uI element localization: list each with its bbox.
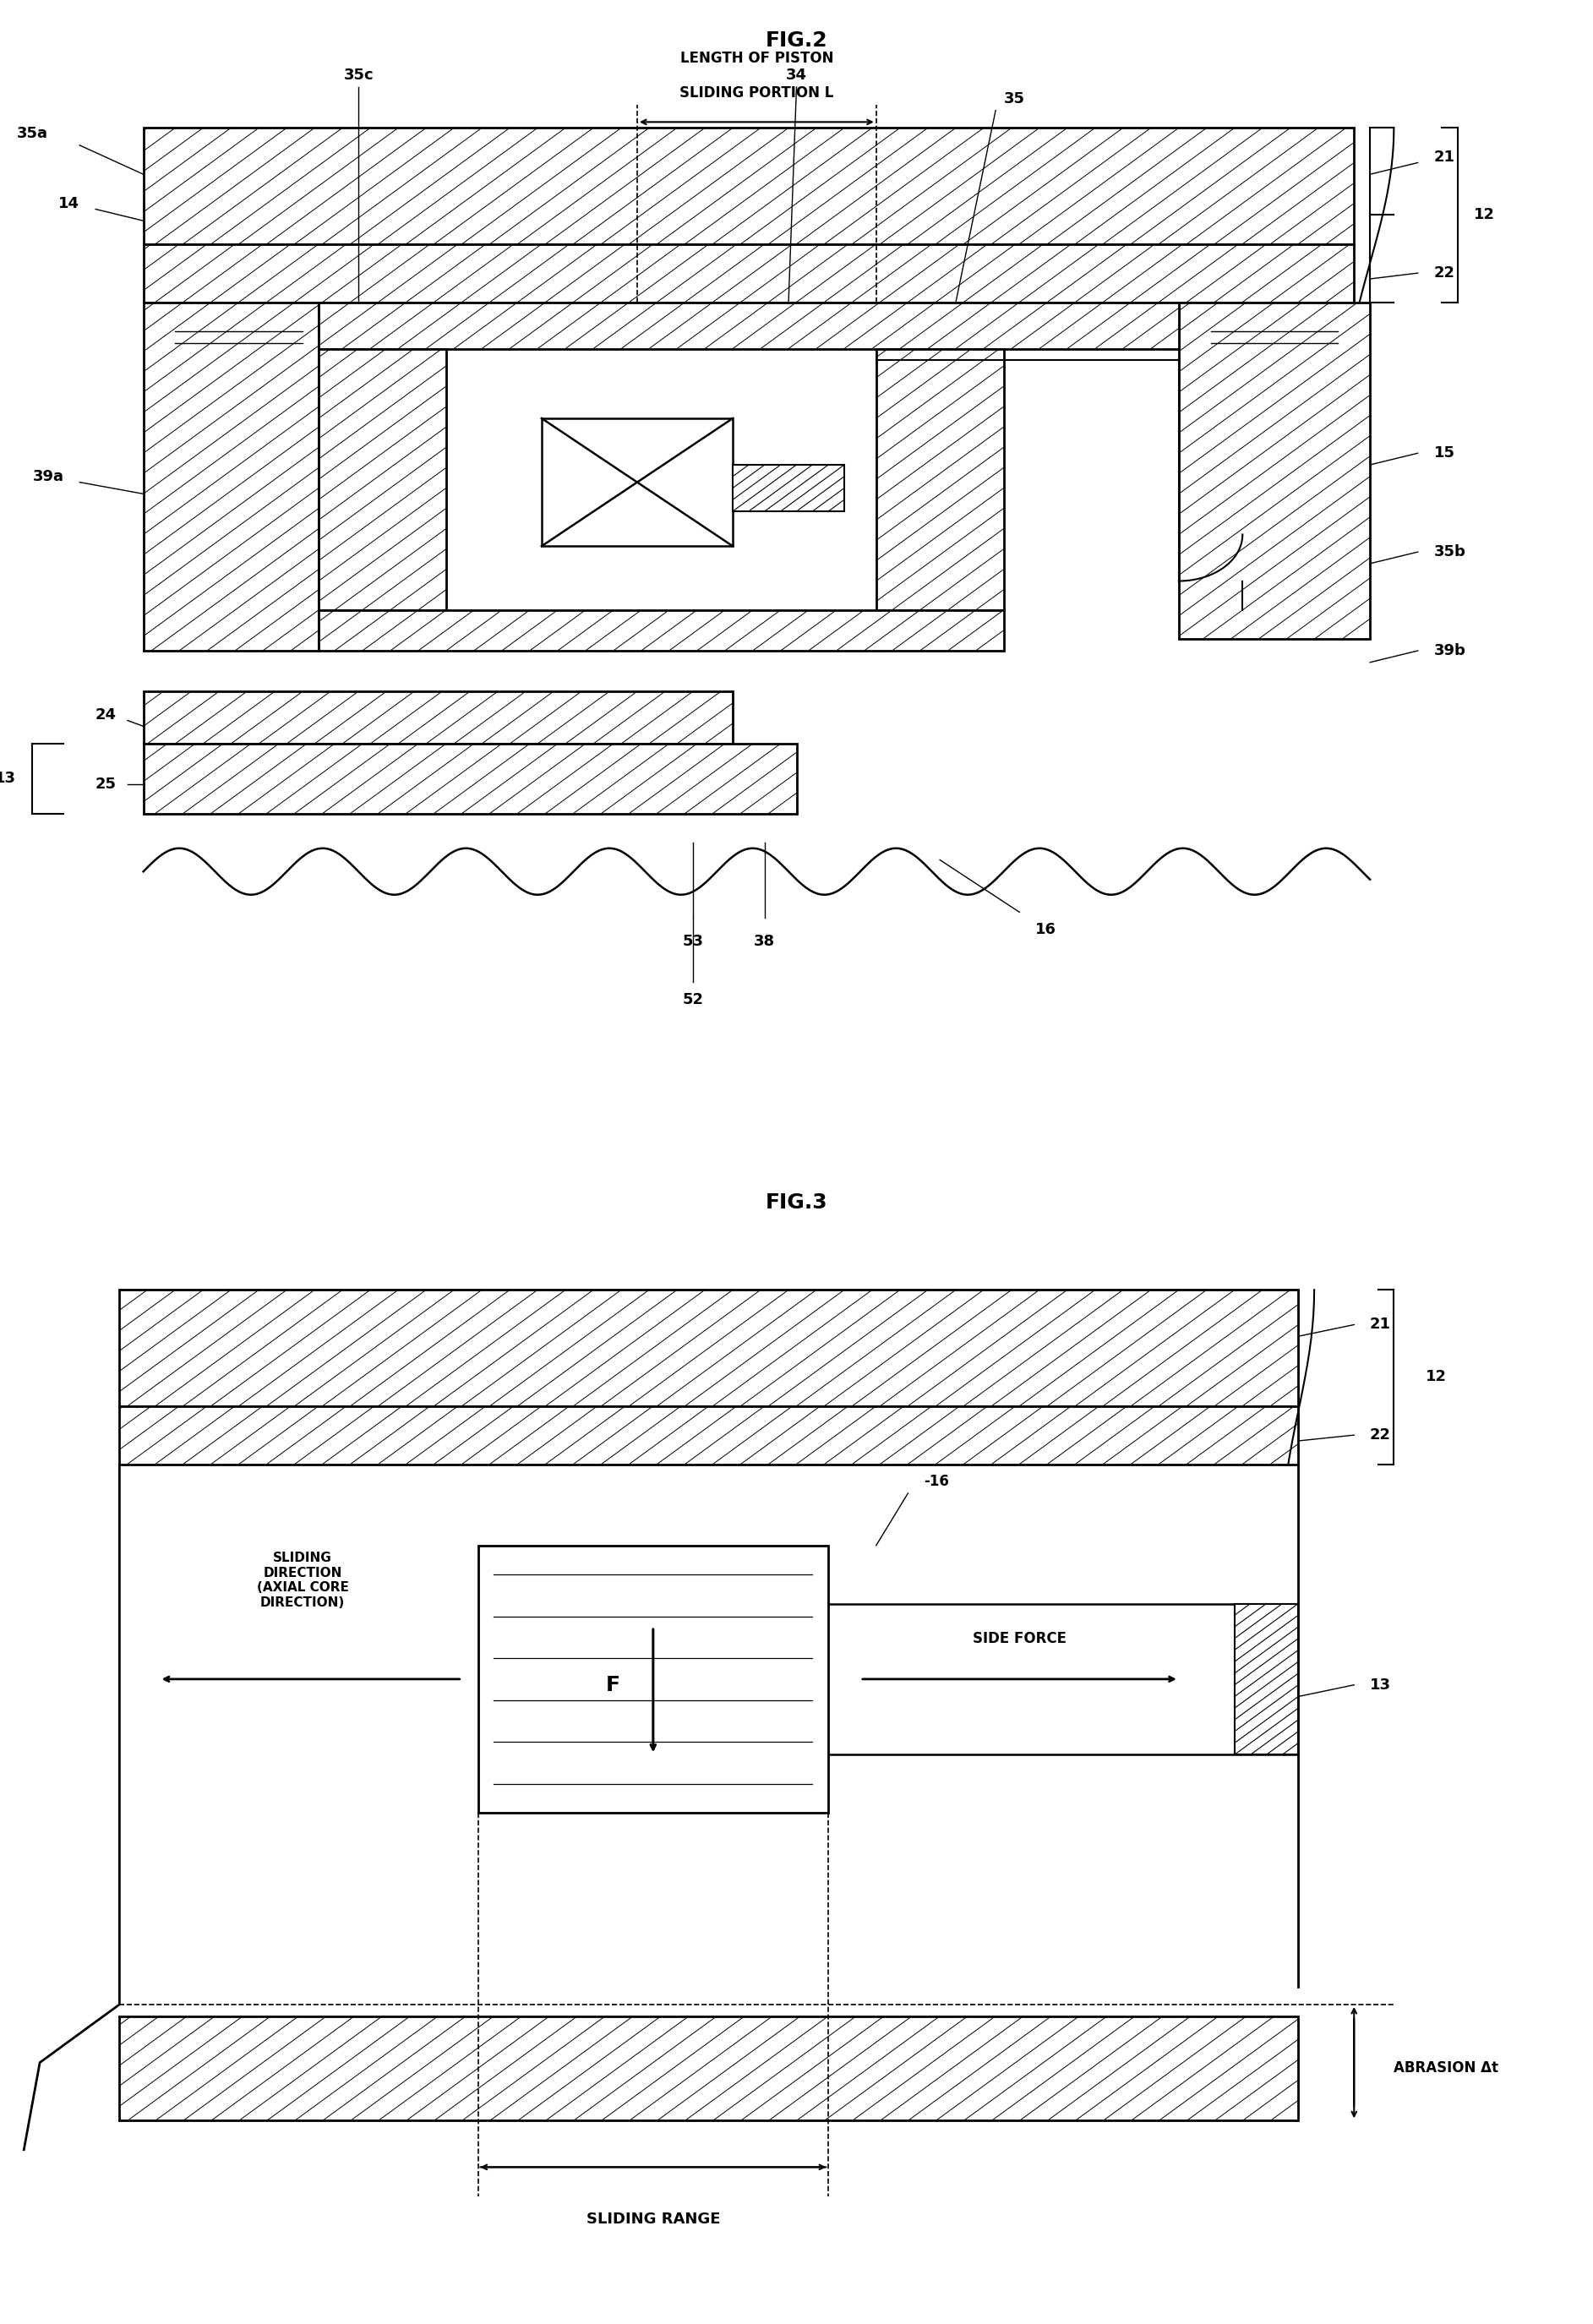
Bar [319, 611, 1004, 651]
Text: 22: 22 [1370, 1427, 1391, 1443]
Bar [143, 128, 1354, 244]
Bar [319, 302, 1179, 349]
Text: 39a: 39a [32, 469, 64, 483]
Text: 39b: 39b [1434, 644, 1466, 658]
Text: 21: 21 [1370, 1318, 1391, 1332]
Text: 38: 38 [753, 934, 776, 948]
Text: 25: 25 [96, 776, 116, 792]
Bar [542, 418, 733, 546]
Text: FIG.3: FIG.3 [765, 1192, 828, 1213]
Text: 21: 21 [1434, 149, 1454, 165]
Bar [143, 744, 796, 813]
Bar [119, 2017, 1298, 2119]
Text: 15: 15 [1434, 446, 1454, 460]
Text: SLIDING PORTION L: SLIDING PORTION L [680, 86, 833, 100]
Bar [119, 1290, 1298, 1406]
Bar [876, 349, 1004, 611]
Text: SLIDING RANGE: SLIDING RANGE [586, 2212, 720, 2226]
Text: -16: -16 [924, 1473, 949, 1490]
Bar [119, 1406, 1298, 1464]
Text: 12: 12 [1426, 1369, 1446, 1385]
Text: 13: 13 [0, 772, 16, 786]
Text: LENGTH OF PISTON: LENGTH OF PISTON [680, 51, 833, 65]
Bar [319, 349, 446, 611]
Text: 35a: 35a [16, 125, 48, 142]
Text: 13: 13 [1370, 1678, 1391, 1692]
Text: SLIDING
DIRECTION
(AXIAL CORE
DIRECTION): SLIDING DIRECTION (AXIAL CORE DIRECTION) [256, 1552, 349, 1608]
Bar [1179, 302, 1370, 639]
Bar [143, 693, 733, 744]
Text: ABRASION Δt: ABRASION Δt [1394, 2061, 1499, 2075]
Text: 24: 24 [96, 706, 116, 723]
Text: 14: 14 [59, 195, 80, 211]
Bar [1235, 1604, 1298, 1755]
Text: 53: 53 [682, 934, 704, 948]
Bar [478, 1545, 828, 1813]
Bar [143, 244, 1354, 302]
Bar [143, 302, 319, 651]
Bar [733, 465, 844, 511]
Text: 22: 22 [1434, 265, 1454, 281]
Text: 35: 35 [1004, 91, 1024, 107]
Text: 35c: 35c [344, 67, 373, 84]
Text: 16: 16 [1035, 923, 1056, 937]
Text: 34: 34 [785, 67, 808, 84]
Text: SIDE FORCE: SIDE FORCE [973, 1631, 1066, 1645]
Text: F: F [605, 1676, 621, 1694]
Text: 12: 12 [1474, 207, 1494, 223]
Text: FIG.2: FIG.2 [765, 30, 828, 51]
Text: 35b: 35b [1434, 544, 1466, 560]
Text: 52: 52 [682, 992, 704, 1006]
